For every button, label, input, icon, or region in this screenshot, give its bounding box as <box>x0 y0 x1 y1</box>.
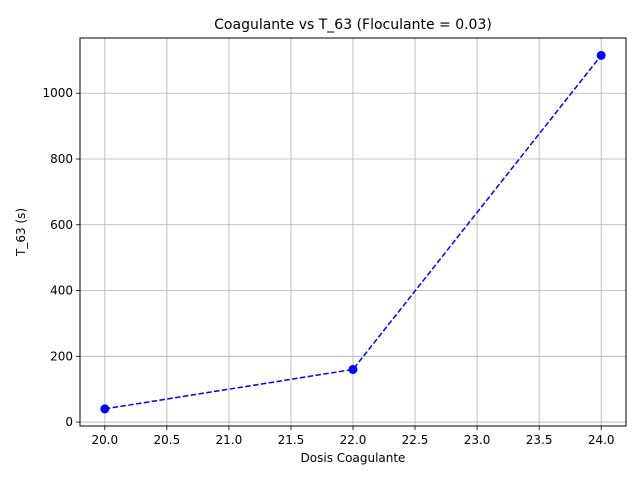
x-tick-label: 23.5 <box>526 433 553 447</box>
y-tick-label: 200 <box>50 349 73 363</box>
x-axis-label: Dosis Coagulante <box>301 451 406 465</box>
grid <box>80 38 626 426</box>
y-tick-label: 1000 <box>42 86 73 100</box>
data-point <box>100 404 110 414</box>
y-tick-label: 0 <box>65 415 73 429</box>
x-tick-label: 20.0 <box>91 433 118 447</box>
data-point <box>596 50 606 60</box>
y-tick-label: 600 <box>50 218 73 232</box>
x-tick-label: 21.5 <box>278 433 305 447</box>
x-tick-label: 20.5 <box>154 433 181 447</box>
series-line <box>104 54 602 410</box>
series-layer <box>100 50 606 414</box>
y-tick-label: 800 <box>50 152 73 166</box>
x-axis: 20.0 20.5 21.0 21.5 22.0 22.5 23.0 23.5 24.0 <box>91 426 615 447</box>
chart-title: Coagulante vs T_63 (Floculante = 0.03) <box>214 17 492 33</box>
x-tick-label: 22.5 <box>402 433 429 447</box>
x-tick-label: 21.0 <box>216 433 243 447</box>
x-tick-label: 24.0 <box>588 433 615 447</box>
x-tick-label: 22.0 <box>340 433 367 447</box>
data-point <box>348 364 358 374</box>
y-tick-label: 400 <box>50 284 73 298</box>
y-axis-label: T_63 (s) <box>14 208 28 257</box>
y-axis: 0 200 400 600 800 1000 <box>42 86 80 429</box>
x-tick-label: 23.0 <box>464 433 491 447</box>
